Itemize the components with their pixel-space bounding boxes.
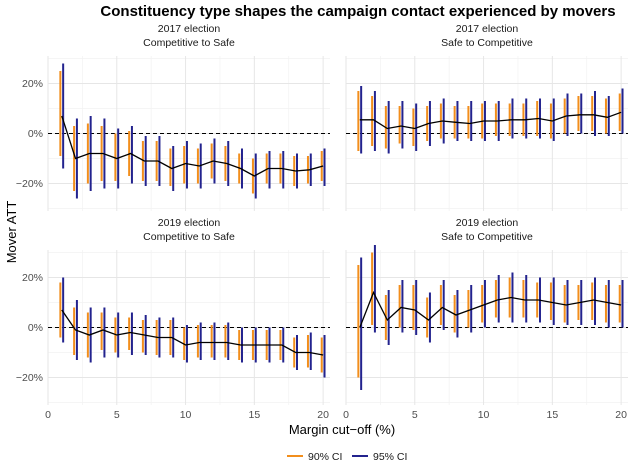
x-tick-label: 10 (478, 409, 490, 421)
y-axis-label: Mover ATT (4, 201, 19, 264)
x-tick-label: 10 (180, 409, 192, 421)
panel-1: 2017 election Competitive to Safe −20% 0% 20… (16, 23, 330, 211)
estimate-line (61, 115, 324, 177)
panel-2: 2017 election Safe to Competitive (345, 23, 628, 211)
y-tick-label: −20% (16, 178, 43, 190)
y-tick-label: 0% (28, 322, 43, 334)
x-tick-label: 20 (615, 409, 627, 421)
panel-election-label: 2019 election (158, 217, 221, 229)
panel-3: 2019 election Competitive to Safe −20% 0% 20… (16, 217, 330, 421)
x-axis-label: Margin cut−off (%) (289, 422, 395, 437)
x-tick-label: 0 (343, 409, 349, 421)
legend-label-ci95: 95% CI (373, 451, 407, 462)
panel-type-label: Competitive to Safe (143, 37, 235, 49)
y-tick-label: −20% (16, 372, 43, 384)
legend-label-ci90: 90% CI (308, 451, 342, 462)
estimate-line (61, 309, 324, 356)
chart-title: Constituency type shapes the campaign co… (100, 3, 615, 20)
estimate-line (359, 111, 622, 130)
x-tick-label: 0 (45, 409, 51, 421)
panel-type-label: Safe to Competitive (441, 231, 533, 243)
y-tick-label: 20% (22, 272, 43, 284)
y-tick-label: 20% (22, 78, 43, 90)
panel-election-label: 2017 election (456, 23, 519, 35)
estimate-line (359, 290, 622, 328)
x-tick-label: 15 (546, 409, 558, 421)
y-tick-label: 0% (28, 128, 43, 140)
panel-4: 2019 election Safe to Competitive 0 5 10 15 20 (343, 217, 628, 421)
x-tick-label: 20 (317, 409, 329, 421)
x-tick-label: 5 (114, 409, 120, 421)
x-tick-label: 5 (412, 409, 418, 421)
panel-type-label: Safe to Competitive (441, 37, 533, 49)
panel-type-label: Competitive to Safe (143, 231, 235, 243)
panel-election-label: 2019 election (456, 217, 519, 229)
x-tick-label: 15 (248, 409, 260, 421)
legend: 90% CI 95% CI (287, 451, 407, 462)
panel-election-label: 2017 election (158, 23, 221, 35)
